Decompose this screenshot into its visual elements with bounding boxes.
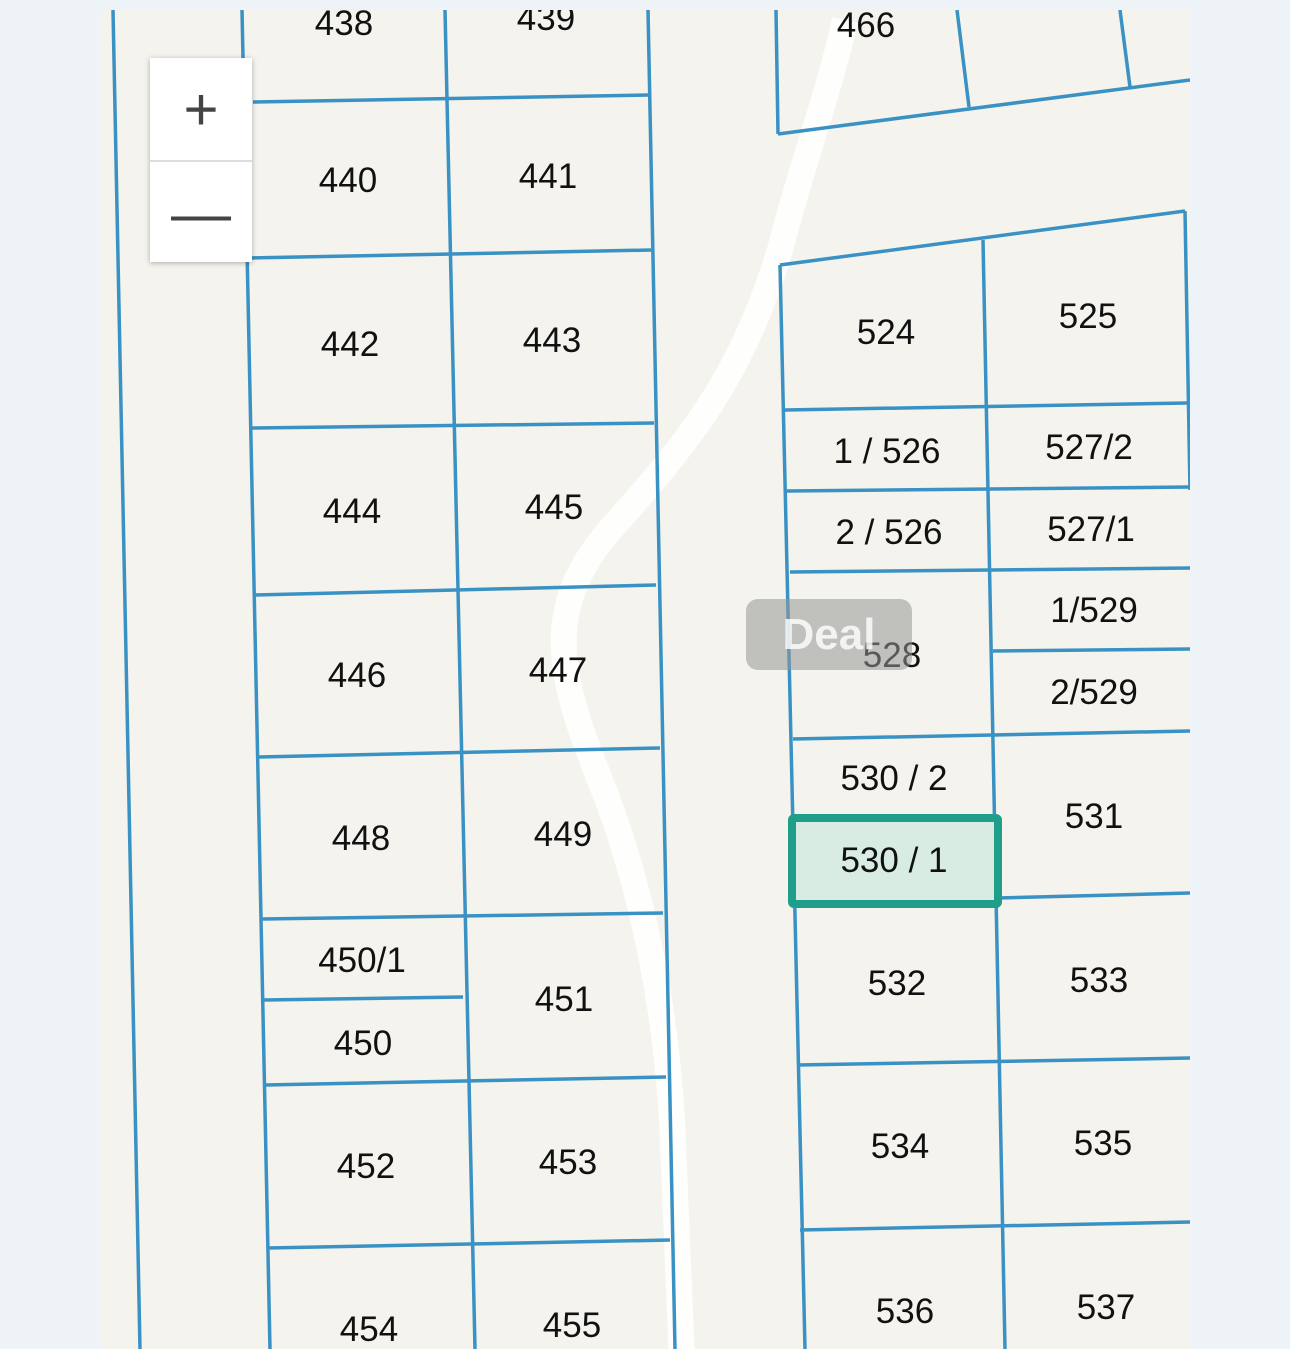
parcel-label[interactable]: 533 <box>1070 961 1128 1000</box>
parcel-label[interactable]: 536 <box>876 1292 934 1331</box>
parcel-label[interactable]: 2/529 <box>1050 673 1138 712</box>
parcel-label[interactable]: 455 <box>543 1306 601 1345</box>
parcel-label[interactable]: 448 <box>332 819 390 858</box>
parcel-label[interactable]: 466 <box>837 10 895 45</box>
parcel-label[interactable]: 442 <box>321 325 379 364</box>
watermark-text: Deal <box>782 609 876 659</box>
road <box>550 17 858 1349</box>
parcel-label[interactable]: 2 / 526 <box>835 513 942 552</box>
parcel-label[interactable]: 531 <box>1065 797 1123 836</box>
parcel-label[interactable]: 453 <box>539 1143 597 1182</box>
parcel-label[interactable]: 439 <box>517 10 575 38</box>
parcel-labels-left: 438 439 440 441 442 443 444 445 446 447 … <box>315 10 601 1349</box>
parcel-label[interactable]: 527/1 <box>1047 510 1135 549</box>
parcel-label[interactable]: 445 <box>525 488 583 527</box>
parcel-label-selected[interactable]: 530 / 1 <box>840 841 947 880</box>
parcel-lines <box>111 10 1190 1349</box>
parcel-label[interactable]: 534 <box>871 1127 929 1166</box>
plus-icon: + <box>183 75 219 143</box>
parcel-label[interactable]: 447 <box>529 651 587 690</box>
parcel-map-canvas[interactable]: 438 439 440 441 442 443 444 445 446 447 … <box>102 10 1190 1349</box>
parcel-label[interactable]: 535 <box>1074 1124 1132 1163</box>
parcel-labels-right: 466 524 525 1 / 526 527/2 2 / 526 527/1 … <box>833 10 1137 1331</box>
parcel-label[interactable]: 524 <box>857 313 915 352</box>
parcel-label[interactable]: 450 <box>334 1024 392 1063</box>
parcel-label[interactable]: 449 <box>534 815 592 854</box>
parcel-label[interactable]: 530 / 2 <box>840 759 947 798</box>
parcel-label[interactable]: 451 <box>535 980 593 1019</box>
parcel-label[interactable]: 1/529 <box>1050 591 1138 630</box>
parcel-label[interactable]: 1 / 526 <box>833 432 940 471</box>
parcel-label[interactable]: 452 <box>337 1147 395 1186</box>
parcel-label[interactable]: 454 <box>340 1310 398 1349</box>
parcel-label[interactable]: 527/2 <box>1045 428 1133 467</box>
parcel-label[interactable]: 537 <box>1077 1288 1135 1327</box>
watermark-logo: Deal <box>746 599 912 670</box>
zoom-controls: + — <box>150 58 252 262</box>
parcel-label[interactable]: 443 <box>523 321 581 360</box>
zoom-out-button[interactable]: — <box>150 160 252 264</box>
parcel-label[interactable]: 450/1 <box>318 941 406 980</box>
minus-icon: — <box>171 179 231 247</box>
parcel-label[interactable]: 438 <box>315 10 373 43</box>
parcel-label[interactable]: 525 <box>1059 297 1117 336</box>
parcel-map[interactable]: 438 439 440 441 442 443 444 445 446 447 … <box>102 10 1190 1349</box>
selected-parcel-highlight[interactable] <box>788 814 1002 908</box>
parcel-label[interactable]: 532 <box>868 964 926 1003</box>
parcel-label[interactable]: 440 <box>319 161 377 200</box>
zoom-in-button[interactable]: + <box>150 58 252 160</box>
parcel-label[interactable]: 446 <box>328 656 386 695</box>
parcel-label[interactable]: 441 <box>519 157 577 196</box>
parcel-label[interactable]: 444 <box>323 492 381 531</box>
